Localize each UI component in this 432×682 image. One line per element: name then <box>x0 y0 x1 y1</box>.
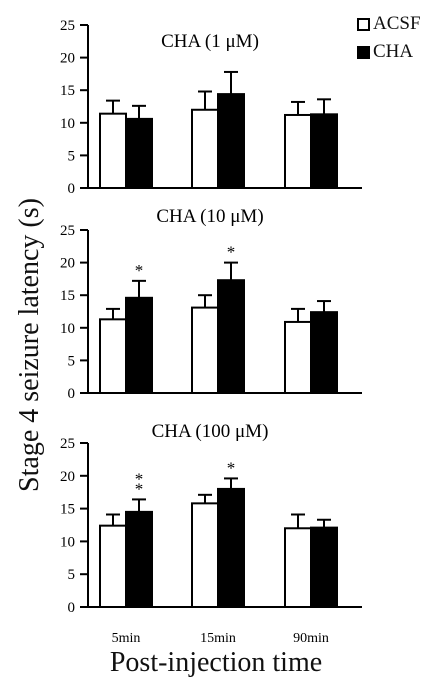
y-tick-label: 20 <box>60 51 75 67</box>
bar-cha <box>310 113 338 189</box>
bar-acsf <box>99 524 127 609</box>
bar-cha <box>310 526 338 609</box>
legend-label-acsf: ACSF <box>373 13 421 34</box>
bar-acsf <box>284 320 312 395</box>
category-label: 90min <box>293 631 329 646</box>
legend: ACSF CHA <box>357 10 421 66</box>
y-tick-label: 5 <box>68 567 76 583</box>
chart-title: CHA (10 μM) <box>156 206 263 227</box>
y-tick-label: 10 <box>60 116 75 132</box>
legend-item-cha: CHA <box>357 38 421 66</box>
bar-cha <box>217 279 245 395</box>
y-tick-label: 15 <box>60 83 75 99</box>
bar-acsf <box>284 113 312 189</box>
legend-label-cha: CHA <box>373 41 414 62</box>
y-tick-label: 20 <box>60 469 75 485</box>
y-tick-label: 15 <box>60 288 75 304</box>
y-axis-label: Stage 4 seizure latency (s) <box>14 198 45 492</box>
category-label: 5min <box>112 631 141 646</box>
y-tick-label: 0 <box>68 600 76 616</box>
y-tick-label: 5 <box>68 148 76 164</box>
significance-star: * <box>135 261 144 280</box>
chart-title: CHA (1 μM) <box>161 31 259 52</box>
significance-star: * <box>135 469 144 488</box>
bar-acsf <box>191 306 219 395</box>
bar-acsf <box>284 527 312 609</box>
y-tick-label: 10 <box>60 534 75 550</box>
y-tick-label: 20 <box>60 256 75 272</box>
chart-title: CHA (100 μM) <box>152 421 269 442</box>
x-axis-label: Post-injection time <box>109 647 323 678</box>
bar-cha <box>217 93 245 189</box>
bar-acsf <box>99 318 127 395</box>
y-tick-label: 0 <box>68 181 76 197</box>
y-tick-label: 15 <box>60 502 75 518</box>
bar-cha <box>125 510 153 609</box>
significance-star: * <box>135 479 144 498</box>
significance-star: * <box>227 243 236 262</box>
y-tick-label: 25 <box>60 436 75 452</box>
y-tick-label: 25 <box>60 18 75 34</box>
bar-acsf <box>191 502 219 608</box>
legend-swatch-acsf <box>357 17 370 31</box>
bar-cha <box>125 296 153 395</box>
bar-acsf <box>191 108 219 189</box>
significance-star: * <box>227 458 236 477</box>
y-tick-label: 25 <box>60 223 75 239</box>
y-tick-label: 10 <box>60 321 75 337</box>
category-label: 15min <box>200 631 236 646</box>
bar-cha <box>310 311 338 395</box>
legend-item-acsf: ACSF <box>357 10 421 38</box>
bar-cha <box>217 487 245 609</box>
legend-swatch-cha <box>357 45 370 59</box>
bar-cha <box>125 117 153 189</box>
bar-acsf <box>99 112 127 189</box>
y-tick-label: 5 <box>68 353 76 369</box>
y-tick-label: 0 <box>68 386 76 402</box>
